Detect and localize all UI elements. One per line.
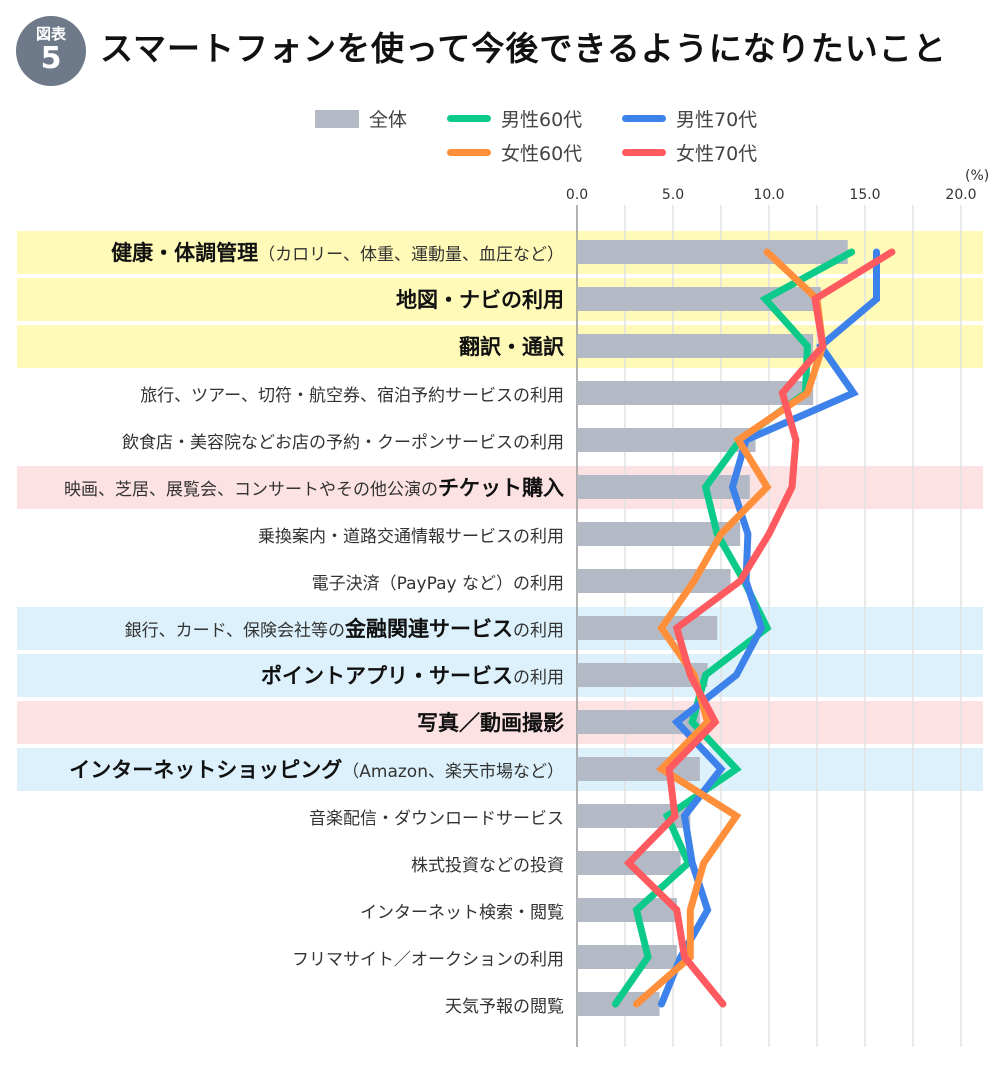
category-label: 映画、芝居、展覧会、コンサートやその他公演の チケット購入 xyxy=(64,464,564,511)
axis-tick: 10.0 xyxy=(753,187,785,203)
figure-badge: 図表 5 xyxy=(16,16,86,86)
category-label-text: 天気予報の閲覧 xyxy=(445,996,564,1017)
category-label: 乗換案内・道路交通情報サービスの利用 xyxy=(258,511,564,558)
category-label-text: 乗換案内・道路交通情報サービスの利用 xyxy=(258,526,564,547)
legend-item-female70: 女性70代 xyxy=(622,139,757,166)
category-label-text: 旅行、ツアー、切符・航空券、宿泊予約サービスの利用 xyxy=(140,385,564,406)
highlight-band-pink xyxy=(17,465,983,509)
category-label: 株式投資などの投資 xyxy=(411,840,564,887)
legend-swatch-line xyxy=(622,149,666,156)
category-label-emphasis: 健康・体調管理 xyxy=(111,241,259,265)
category-label: 銀行、カード、保険会社等の 金融関連サービス の利用 xyxy=(125,605,564,652)
legend-item-male70: 男性70代 xyxy=(622,105,757,132)
legend-swatch-bar xyxy=(315,109,359,128)
bar-overall xyxy=(577,569,731,593)
highlight-band-blue xyxy=(17,606,983,650)
axis-unit: (%) xyxy=(965,168,990,184)
category-label: 健康・体調管理 （カロリー、体重、運動量、血圧など） xyxy=(111,229,564,276)
bar-overall xyxy=(577,898,677,922)
highlight-band-blue xyxy=(17,747,983,791)
category-label-text: 電子決済（PayPay など）の利用 xyxy=(311,573,564,594)
highlight-band-pink xyxy=(17,700,983,744)
category-label-text: 音楽配信・ダウンロードサービス xyxy=(309,808,564,829)
category-label: 旅行、ツアー、切符・航空券、宿泊予約サービスの利用 xyxy=(140,370,564,417)
category-label: インターネットショッピング （Amazon、楽天市場など） xyxy=(69,746,564,793)
category-label-emphasis: 写真／動画撮影 xyxy=(417,711,564,735)
category-label: 翻訳・通訳 xyxy=(459,323,564,370)
category-label-text: インターネット検索・閲覧 xyxy=(360,902,564,923)
bar-overall xyxy=(577,945,677,969)
legend-label: 男性70代 xyxy=(676,109,758,131)
line-series xyxy=(633,248,827,1008)
legend: 全体 男性60代 男性70代 女性60代 女性70代 xyxy=(0,100,1000,170)
category-label-text: の利用 xyxy=(513,667,564,688)
axis-tick: 5.0 xyxy=(661,187,685,203)
category-label-emphasis: インターネットショッピング xyxy=(69,758,343,782)
category-label-text: 株式投資などの投資 xyxy=(411,855,564,876)
category-label: 電子決済（PayPay など）の利用 xyxy=(312,558,564,605)
category-label-emphasis: 翻訳・通訳 xyxy=(459,335,564,359)
category-label: 写真／動画撮影 xyxy=(417,699,564,746)
category-label: インターネット検索・閲覧 xyxy=(360,887,564,934)
category-label-emphasis: チケット購入 xyxy=(438,476,564,500)
category-label-emphasis: ポイントアプリ・サービス xyxy=(261,664,513,688)
bar-overall xyxy=(577,381,814,405)
axis-tick: 0.0 xyxy=(565,187,589,203)
chart-title: スマートフォンを使って今後できるようになりたいこと xyxy=(100,29,947,68)
category-label-emphasis: 地図・ナビの利用 xyxy=(396,288,564,312)
legend-label: 女性60代 xyxy=(501,143,583,165)
legend-swatch-line xyxy=(622,115,666,122)
legend-item-female60: 女性60代 xyxy=(447,139,582,166)
category-label: 音楽配信・ダウンロードサービス xyxy=(309,793,564,840)
category-label-text: 銀行、カード、保険会社等の xyxy=(124,620,345,641)
bar-overall xyxy=(577,428,756,452)
category-label: 天気予報の閲覧 xyxy=(445,981,564,1028)
axis-tick: 15.0 xyxy=(849,187,881,203)
category-label-text: （カロリー、体重、運動量、血圧など） xyxy=(258,244,564,265)
badge-number: 5 xyxy=(40,41,62,76)
legend-label: 女性70代 xyxy=(676,143,758,165)
bar-overall xyxy=(577,240,848,264)
category-label-text: （Amazon、楽天市場など） xyxy=(342,761,564,782)
legend-label: 全体 xyxy=(369,109,408,131)
bar-overall xyxy=(577,616,718,640)
legend-swatch-line xyxy=(447,149,491,156)
category-label-text: の利用 xyxy=(513,620,564,641)
legend-item-overall: 全体 xyxy=(315,105,407,132)
axis-tick: 20.0 xyxy=(945,187,977,203)
category-label: 飲食店・美容院などお店の予約・クーポンサービスの利用 xyxy=(122,417,564,464)
bar-overall xyxy=(577,334,814,358)
category-label-text: 飲食店・美容院などお店の予約・クーポンサービスの利用 xyxy=(122,432,564,453)
legend-label: 男性60代 xyxy=(501,109,583,131)
line-series xyxy=(623,248,896,1008)
legend-swatch-line xyxy=(447,115,491,122)
line-series xyxy=(611,248,856,1008)
highlight-band-blue xyxy=(17,653,983,697)
legend-item-male60: 男性60代 xyxy=(447,105,582,132)
badge-label: 図表 xyxy=(35,25,66,43)
category-label: ポイントアプリ・サービス の利用 xyxy=(261,652,564,699)
category-label-emphasis: 金融関連サービス xyxy=(345,617,513,641)
category-label-text: 映画、芝居、展覧会、コンサートやその他公演の xyxy=(64,479,438,500)
category-label: 地図・ナビの利用 xyxy=(396,276,564,323)
category-label: フリマサイト／オークションの利用 xyxy=(292,934,564,981)
bar-overall xyxy=(577,475,750,499)
category-label-text: フリマサイト／オークションの利用 xyxy=(292,949,564,970)
